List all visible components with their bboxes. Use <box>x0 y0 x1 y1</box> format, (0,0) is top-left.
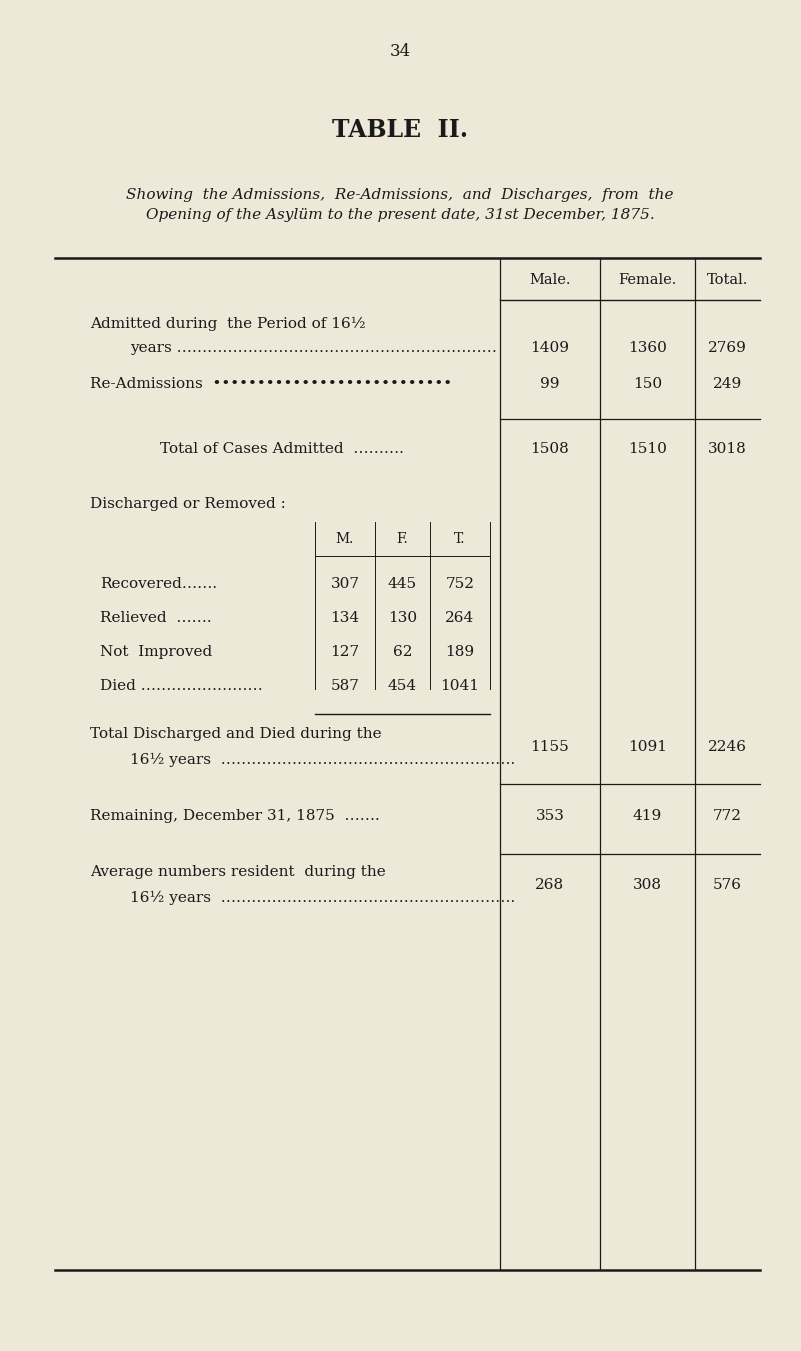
Text: Average numbers resident  during the: Average numbers resident during the <box>90 865 386 880</box>
Text: F.: F. <box>396 532 409 546</box>
Text: 16½ years  ………………………………………………….: 16½ years …………………………………………………. <box>130 753 515 767</box>
Text: 587: 587 <box>331 680 360 693</box>
Text: 249: 249 <box>713 377 742 390</box>
Text: Re-Admissions  •••••••••••••••••••••••••••: Re-Admissions ••••••••••••••••••••••••••… <box>90 377 452 390</box>
Text: Discharged or Removed :: Discharged or Removed : <box>90 497 286 511</box>
Text: TABLE  II.: TABLE II. <box>332 118 468 142</box>
Text: 1508: 1508 <box>530 442 570 457</box>
Text: Total Discharged and Died during the: Total Discharged and Died during the <box>90 727 381 740</box>
Text: 1409: 1409 <box>530 340 570 355</box>
Text: Relieved  …….: Relieved ……. <box>100 611 211 626</box>
Text: Opening of the Asylüm to the present date, 31st December, 1875.: Opening of the Asylüm to the present dat… <box>146 208 654 222</box>
Text: 134: 134 <box>331 611 360 626</box>
Text: 353: 353 <box>536 809 565 823</box>
Text: 419: 419 <box>633 809 662 823</box>
Text: 2246: 2246 <box>708 740 747 754</box>
Text: 445: 445 <box>388 577 417 590</box>
Text: Recovered…….: Recovered……. <box>100 577 217 590</box>
Text: years ………………………………………………………: years ……………………………………………………… <box>130 340 497 355</box>
Text: 130: 130 <box>388 611 417 626</box>
Text: T.: T. <box>454 532 465 546</box>
Text: Total.: Total. <box>706 273 748 286</box>
Text: M.: M. <box>336 532 354 546</box>
Text: 127: 127 <box>331 644 360 659</box>
Text: 772: 772 <box>713 809 742 823</box>
Text: Not  Improved: Not Improved <box>100 644 212 659</box>
Text: 268: 268 <box>535 878 565 892</box>
Text: 307: 307 <box>331 577 360 590</box>
Text: 752: 752 <box>445 577 474 590</box>
Text: Remaining, December 31, 1875  …….: Remaining, December 31, 1875 ……. <box>90 809 380 823</box>
Text: 34: 34 <box>389 43 411 61</box>
Text: Male.: Male. <box>529 273 571 286</box>
Text: 62: 62 <box>392 644 413 659</box>
Text: 264: 264 <box>445 611 475 626</box>
Text: Showing  the Admissions,  Re-Admissions,  and  Discharges,  from  the: Showing the Admissions, Re-Admissions, a… <box>127 188 674 203</box>
Text: Admitted during  the Period of 16½: Admitted during the Period of 16½ <box>90 317 365 331</box>
Text: 1041: 1041 <box>441 680 480 693</box>
Text: 3018: 3018 <box>708 442 747 457</box>
Text: 99: 99 <box>540 377 560 390</box>
Text: Died ……………………: Died …………………… <box>100 680 263 693</box>
Text: 189: 189 <box>445 644 474 659</box>
Text: 2769: 2769 <box>708 340 747 355</box>
Text: 1510: 1510 <box>628 442 667 457</box>
Text: 454: 454 <box>388 680 417 693</box>
Text: 1360: 1360 <box>628 340 667 355</box>
Text: 150: 150 <box>633 377 662 390</box>
Text: 1091: 1091 <box>628 740 667 754</box>
Text: 1155: 1155 <box>530 740 570 754</box>
Text: 576: 576 <box>713 878 742 892</box>
Text: 16½ years  ………………………………………………….: 16½ years …………………………………………………. <box>130 890 515 905</box>
Text: Female.: Female. <box>618 273 677 286</box>
Text: 308: 308 <box>633 878 662 892</box>
Text: Total of Cases Admitted  ……….: Total of Cases Admitted ………. <box>160 442 404 457</box>
